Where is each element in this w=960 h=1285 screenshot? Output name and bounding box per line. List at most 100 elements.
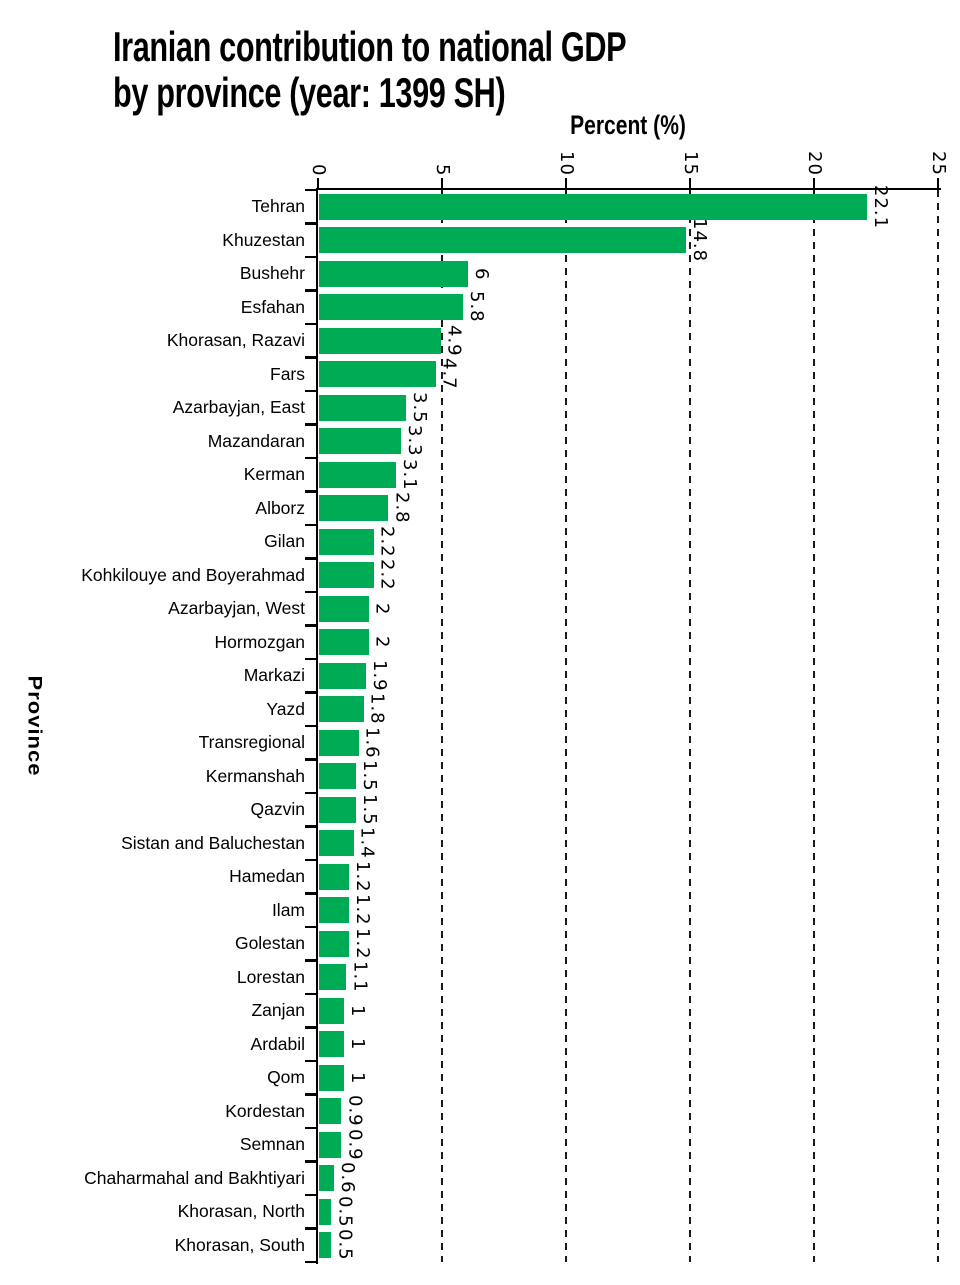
y-tick-mark xyxy=(305,1160,317,1163)
category-label-tehran: Tehran xyxy=(251,196,305,217)
value-label-wrap: 1 xyxy=(346,1012,374,1076)
category-label-hormozgan: Hormozgan xyxy=(214,631,305,652)
value-label-transregional: 1.6 xyxy=(361,726,383,759)
value-label-alborz: 2.8 xyxy=(391,492,413,525)
category-label-qazvin: Qazvin xyxy=(250,799,305,820)
value-label-chaharmahal-and-bakhtiyari: 0.6 xyxy=(336,1162,358,1195)
y-tick-mark xyxy=(305,1093,317,1096)
value-label-markazi: 1.9 xyxy=(369,659,391,692)
bar-fars xyxy=(319,361,436,388)
bar-hamedan xyxy=(319,863,349,890)
y-tick-mark xyxy=(305,590,317,594)
value-label-wrap: 1.2 xyxy=(351,912,379,976)
bar-kerman xyxy=(319,461,396,488)
category-label-zanjan: Zanjan xyxy=(251,1000,305,1021)
category-label-semnan: Semnan xyxy=(239,1134,305,1155)
bar-kermanshah xyxy=(319,763,357,790)
x-tick-mark-5 xyxy=(440,178,444,188)
y-tick-mark xyxy=(305,724,317,728)
category-label-khuzestan: Khuzestan xyxy=(222,229,305,250)
x-axis-title: Percent (%) xyxy=(570,110,686,140)
category-label-kohkilouye-and-boyerahmad: Kohkilouye and Boyerahmad xyxy=(81,564,305,585)
category-label-khorasan-razavi: Khorasan, Razavi xyxy=(166,330,305,351)
value-label-wrap: 14.8 xyxy=(689,208,716,272)
y-tick-mark xyxy=(305,992,317,996)
category-label-yazd: Yazd xyxy=(266,698,305,719)
y-tick-mark xyxy=(305,255,317,259)
bar-esfahan xyxy=(319,294,463,321)
category-label-azarbayjan-west: Azarbayjan, West xyxy=(168,598,305,619)
value-label-wrap: 1.9 xyxy=(369,644,396,708)
y-tick-mark xyxy=(305,523,317,527)
x-tick-label-wrap: 10 xyxy=(553,112,579,176)
value-label-wrap: 1.8 xyxy=(367,677,394,741)
gridline-10 xyxy=(564,190,568,1262)
value-label-wrap: 1.4 xyxy=(357,811,384,875)
value-label-khuzestan: 14.8 xyxy=(689,218,711,263)
bar-chaharmahal-and-bakhtiyari xyxy=(319,1165,334,1192)
x-tick-label-15: 15 xyxy=(680,151,701,176)
y-tick-mark xyxy=(305,691,317,694)
value-label-wrap: 2 xyxy=(372,610,399,674)
value-label-golestan: 1.2 xyxy=(351,927,373,960)
y-tick-mark xyxy=(305,624,317,627)
value-label-ilam: 1.2 xyxy=(351,894,373,927)
y-tick-mark xyxy=(305,925,317,929)
x-tick-label-wrap: 20 xyxy=(801,112,827,176)
y-tick-mark xyxy=(305,657,317,661)
x-tick-mark-20 xyxy=(812,178,816,188)
y-tick-mark xyxy=(305,1026,317,1029)
bar-lorestan xyxy=(319,964,347,991)
y-tick-mark xyxy=(305,456,317,460)
value-label-kordestan: 0.9 xyxy=(344,1095,366,1128)
bar-kordestan xyxy=(319,1098,342,1125)
bar-transregional xyxy=(319,729,359,756)
value-label-khorasan-south: 0.5 xyxy=(334,1229,356,1262)
bar-azarbayjan-east xyxy=(319,394,406,421)
bar-gilan xyxy=(319,528,374,555)
x-tick-label-wrap: 0 xyxy=(305,112,331,176)
x-tick-mark-10 xyxy=(564,178,568,188)
bar-khorasan-north xyxy=(319,1198,332,1225)
x-tick-mark-25 xyxy=(936,178,940,188)
value-label-esfahan: 5.8 xyxy=(465,291,487,324)
y-tick-mark xyxy=(305,322,317,326)
x-axis-line xyxy=(315,187,941,190)
category-label-mazandaran: Mazandaran xyxy=(207,430,305,451)
category-label-fars: Fars xyxy=(270,363,305,384)
bar-tehran xyxy=(319,193,868,220)
value-label-wrap: 1.1 xyxy=(349,945,376,1009)
bar-qazvin xyxy=(319,796,357,823)
y-tick-mark xyxy=(305,423,317,426)
y-tick-mark xyxy=(305,1126,317,1130)
bar-yazd xyxy=(319,696,364,723)
category-label-markazi: Markazi xyxy=(243,665,305,686)
value-label-wrap: 3.1 xyxy=(399,443,426,507)
value-label-lorestan: 1.1 xyxy=(349,961,371,994)
y-tick-mark xyxy=(305,1059,317,1063)
value-label-wrap: 1.2 xyxy=(352,845,379,909)
value-label-wrap: 6 xyxy=(471,242,498,306)
bar-azarbayjan-west xyxy=(319,595,369,622)
value-label-kermanshah: 1.5 xyxy=(359,760,381,793)
bar-khorasan-razavi xyxy=(319,327,441,354)
value-label-azarbayjan-east: 3.5 xyxy=(408,391,430,424)
value-label-wrap: 0.6 xyxy=(336,1146,364,1210)
y-axis-title: Province xyxy=(24,675,47,777)
bar-khorasan-south xyxy=(319,1232,332,1259)
category-label-gilan: Gilan xyxy=(264,531,305,552)
chart-title-line1: Iranian contribution to national GDP xyxy=(113,23,627,70)
y-tick-mark xyxy=(305,222,317,225)
x-tick-label-10: 10 xyxy=(556,151,577,176)
value-label-wrap: 4.9 xyxy=(444,309,471,373)
value-label-ardabil: 1 xyxy=(346,1038,368,1051)
x-tick-mark-15 xyxy=(688,178,692,188)
value-label-zanjan: 1 xyxy=(346,1004,368,1017)
value-label-wrap: 1.6 xyxy=(361,711,389,775)
value-label-wrap: 2.2 xyxy=(377,543,404,607)
bar-hormozgan xyxy=(319,629,369,656)
bar-sistan-and-baluchestan xyxy=(319,830,354,857)
value-label-wrap: 1 xyxy=(346,979,374,1043)
y-tick-mark xyxy=(305,1193,317,1197)
